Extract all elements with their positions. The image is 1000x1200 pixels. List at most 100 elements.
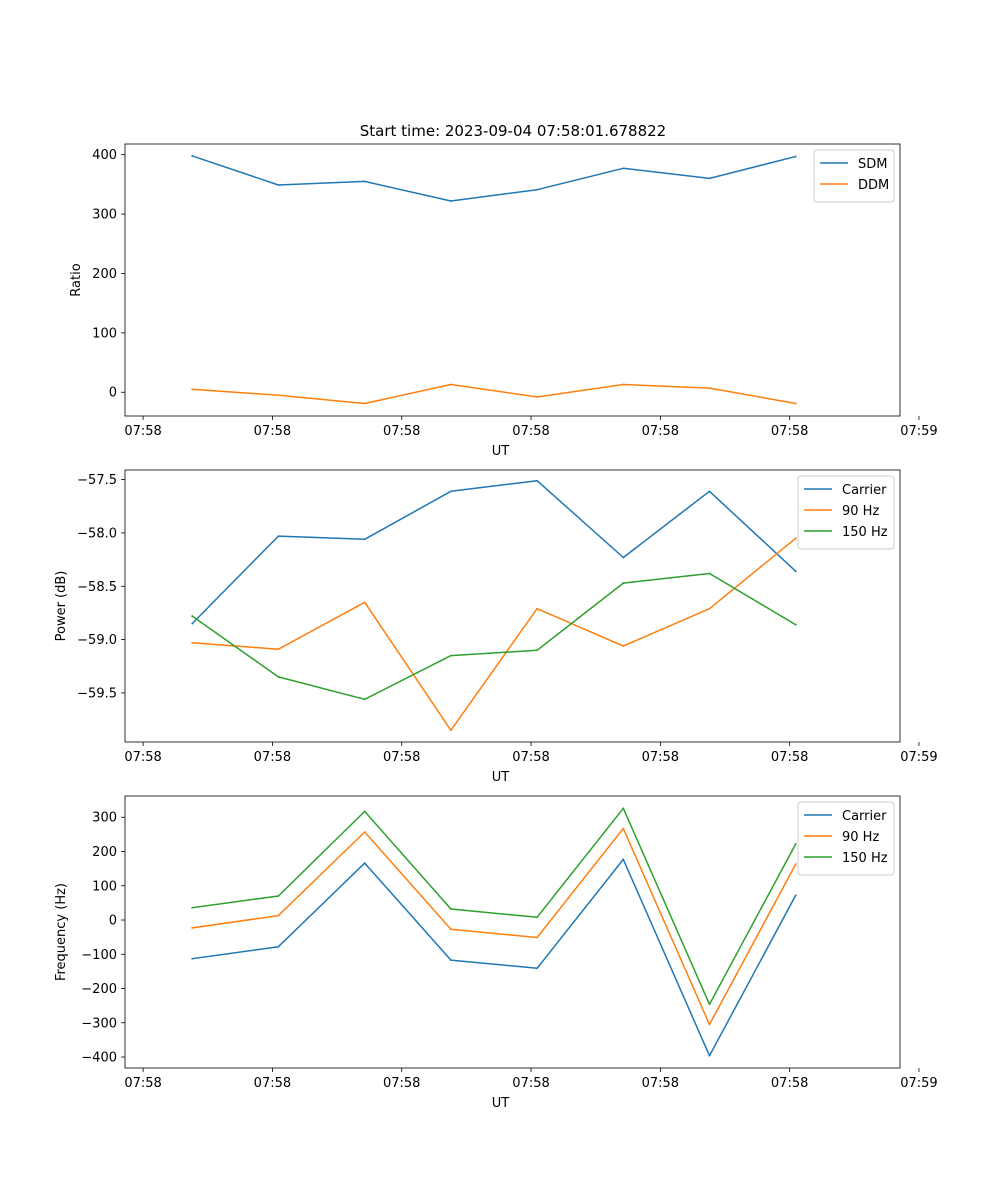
y-tick-label: −100 xyxy=(81,948,117,963)
legend-label: DDM xyxy=(858,178,889,193)
series-line-sdm xyxy=(191,154,797,202)
y-tick-label: −58.5 xyxy=(77,580,117,595)
axes-frame xyxy=(124,143,901,417)
data-point xyxy=(449,959,452,961)
y-tick-label: 100 xyxy=(92,326,117,341)
data-point xyxy=(449,383,452,386)
y-tick-label: −200 xyxy=(81,982,117,997)
data-point xyxy=(794,623,797,626)
charts: 07:58 07:58 07:58 07:58 07:58 07:58 07:59 0 100 2… xyxy=(54,143,938,1111)
data-point xyxy=(191,388,194,391)
data-point xyxy=(622,645,625,647)
series-line-carrier xyxy=(191,858,797,1057)
x-tick-label: 07:59 xyxy=(900,750,937,765)
data-point xyxy=(191,622,194,625)
chart-panel-2: 07:58 07:58 07:58 07:58 07:58 07:58 07:59 −59.5… xyxy=(54,469,938,785)
x-tick-label: 07:58 xyxy=(254,750,291,765)
chart-panel-3: 07:58 07:58 07:58 07:58 07:58 07:58 07:59 −400 −… xyxy=(54,795,938,1111)
data-point xyxy=(622,556,625,559)
data-point xyxy=(708,572,711,575)
x-tick-label: 07:58 xyxy=(254,424,291,439)
x-tick-label: 07:58 xyxy=(512,1076,549,1091)
x-tick-label: 07:58 xyxy=(383,424,420,439)
data-point xyxy=(794,570,797,573)
series-line-90-hz xyxy=(191,537,797,732)
data-point xyxy=(708,177,711,180)
x-axis-label: UT xyxy=(492,1096,510,1111)
data-point xyxy=(191,926,194,929)
data-point xyxy=(277,648,280,651)
y-tick-label: 200 xyxy=(92,845,117,860)
legend-label: SDM xyxy=(858,157,887,172)
data-point xyxy=(536,479,538,482)
data-point xyxy=(191,906,194,909)
data-point xyxy=(277,394,280,397)
data-point xyxy=(277,914,280,917)
data-point xyxy=(622,383,625,386)
y-tick-label: −300 xyxy=(81,1016,117,1031)
x-tick-label: 07:58 xyxy=(771,1076,808,1091)
data-point xyxy=(191,615,194,618)
legend-label: 150 Hz xyxy=(842,525,888,540)
x-axis-label: UT xyxy=(492,444,510,459)
data-point xyxy=(794,894,797,897)
x-tick-label: 07:58 xyxy=(771,424,808,439)
x-tick-label: 07:58 xyxy=(642,750,679,765)
data-point xyxy=(277,945,280,948)
legend: SDM DDM xyxy=(813,149,895,203)
data-point xyxy=(363,862,366,865)
x-tick-label: 07:58 xyxy=(254,1076,291,1091)
data-point xyxy=(622,807,625,810)
series-line-carrier xyxy=(191,479,797,625)
y-tick-label: −59.0 xyxy=(77,633,117,648)
data-point xyxy=(708,490,711,493)
x-tick-label: 07:58 xyxy=(771,750,808,765)
legend-label: Carrier xyxy=(842,809,887,824)
data-point xyxy=(708,1023,711,1026)
data-point xyxy=(794,863,797,866)
data-point xyxy=(536,649,538,652)
data-point xyxy=(449,729,452,732)
x-tick-label: 07:59 xyxy=(900,1076,937,1091)
legend-label: 150 Hz xyxy=(842,851,888,866)
y-tick-label: 0 xyxy=(109,914,117,929)
y-tick-label: 300 xyxy=(92,208,117,223)
x-tick-label: 07:58 xyxy=(383,750,420,765)
axes-frame xyxy=(124,795,901,1069)
y-axis-label: Power (dB) xyxy=(54,571,69,642)
axes-frame xyxy=(124,469,901,743)
x-tick-label: 07:58 xyxy=(512,424,549,439)
data-point xyxy=(191,641,194,644)
data-point xyxy=(277,676,280,678)
data-point xyxy=(363,810,366,813)
chart-panel-1: 07:58 07:58 07:58 07:58 07:58 07:58 07:59 0 100 2… xyxy=(69,143,938,459)
data-point xyxy=(536,967,538,970)
y-tick-label: −400 xyxy=(81,1051,117,1066)
data-point xyxy=(277,535,280,538)
data-point xyxy=(363,698,366,701)
data-point xyxy=(536,188,538,191)
data-point xyxy=(794,155,797,158)
y-tick-label: −57.5 xyxy=(77,473,117,488)
data-point xyxy=(277,895,280,897)
data-point xyxy=(449,654,452,657)
y-tick-label: 200 xyxy=(92,267,117,282)
series-line-90-hz xyxy=(191,827,797,1026)
data-point xyxy=(708,1054,711,1057)
y-tick-label: 0 xyxy=(109,386,117,401)
data-point xyxy=(536,916,538,919)
data-point xyxy=(622,582,625,584)
y-tick-label: 100 xyxy=(92,879,117,894)
x-axis-label: UT xyxy=(492,770,510,785)
data-point xyxy=(794,843,797,845)
x-tick-label: 07:58 xyxy=(512,750,549,765)
data-point xyxy=(449,200,452,202)
series-line-ddm xyxy=(191,383,797,405)
data-point xyxy=(363,831,366,833)
data-point xyxy=(536,936,538,939)
y-tick-label: 300 xyxy=(92,811,117,826)
legend-label: 90 Hz xyxy=(842,830,879,845)
figure-title: Start time: 2023-09-04 07:58:01.678822 xyxy=(360,122,666,140)
data-point xyxy=(363,402,366,405)
